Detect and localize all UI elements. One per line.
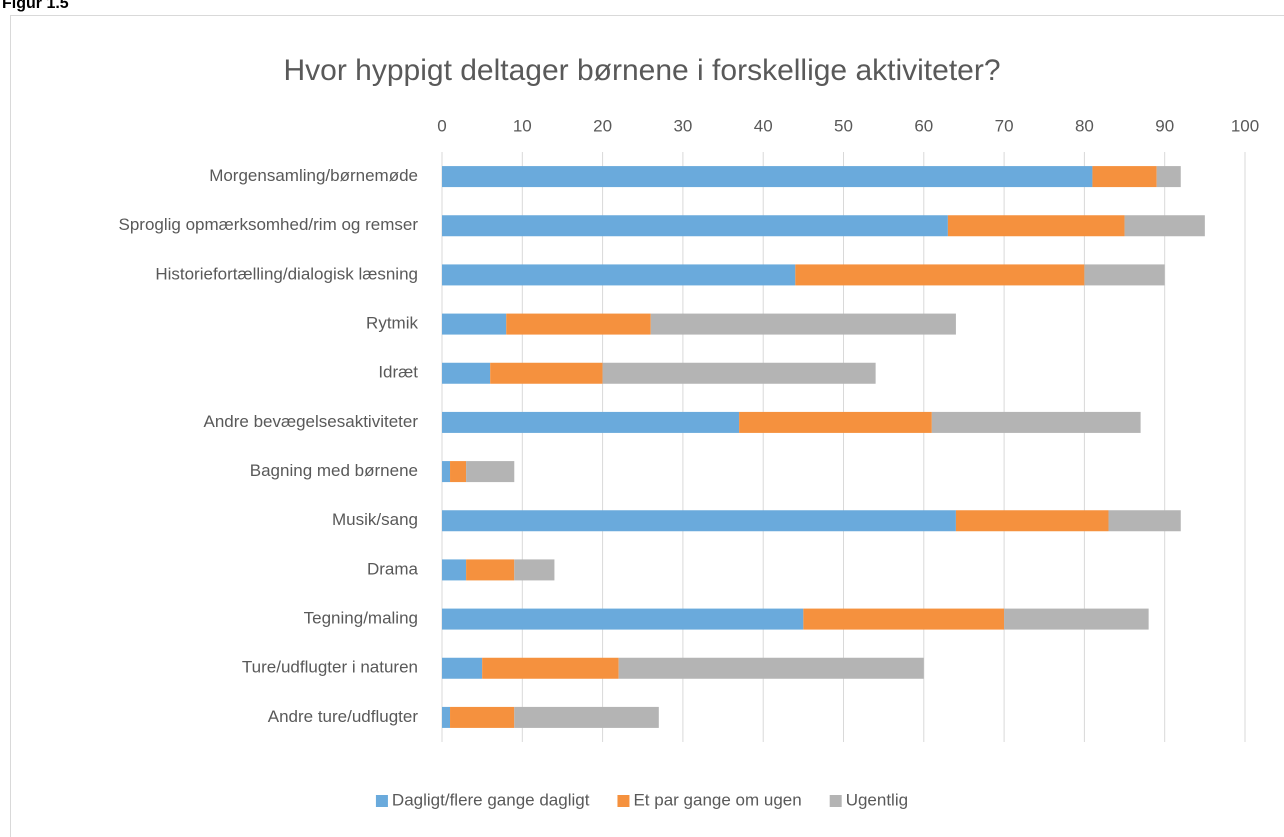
chart-border xyxy=(10,15,1284,837)
legend-label: Dagligt/flere gange dagligt xyxy=(392,790,590,809)
bar-segment xyxy=(618,657,924,679)
bar-segment xyxy=(442,215,948,237)
bar-segment xyxy=(466,461,515,483)
bar-segment xyxy=(1004,608,1149,630)
bar-segment xyxy=(442,313,507,335)
bar-segment xyxy=(1156,166,1181,188)
bar-segment xyxy=(442,362,491,384)
bar-segment xyxy=(739,411,932,433)
bar-segment xyxy=(490,362,603,384)
bar-segment xyxy=(442,411,740,433)
x-tick-label: 30 xyxy=(673,116,692,135)
bar-segment xyxy=(1084,264,1165,286)
bar-segment xyxy=(442,657,483,679)
y-tick-label: Bagning med børnene xyxy=(250,461,418,480)
bar-segment xyxy=(466,559,515,581)
y-tick-label: Andre ture/udflugter xyxy=(268,707,419,726)
bar-segment xyxy=(803,608,1005,630)
bar-segment xyxy=(442,510,956,532)
x-tick-label: 60 xyxy=(914,116,933,135)
x-tick-label: 70 xyxy=(995,116,1014,135)
x-tick-label: 0 xyxy=(437,116,446,135)
bar-segment xyxy=(506,313,651,335)
x-tick-label: 20 xyxy=(593,116,612,135)
bar-segment xyxy=(1124,215,1205,237)
bar-segment xyxy=(650,313,956,335)
bar-segment xyxy=(514,706,659,728)
bar-segment xyxy=(442,706,451,728)
bar-segment xyxy=(1108,510,1181,532)
legend-swatch xyxy=(375,795,388,807)
y-tick-label: Drama xyxy=(367,559,419,578)
y-tick-label: Rytmik xyxy=(366,314,418,333)
y-tick-label: Ture/udflugter i naturen xyxy=(242,658,418,677)
x-tick-label: 80 xyxy=(1075,116,1094,135)
y-tick-label: Musik/sang xyxy=(332,510,418,529)
chart-title: Hvor hyppigt deltager børnene i forskell… xyxy=(283,54,1000,87)
x-tick-label: 90 xyxy=(1155,116,1174,135)
bar-segment xyxy=(795,264,1085,286)
bar-segment xyxy=(450,461,467,483)
bar-segment xyxy=(1092,166,1157,188)
bar-segment xyxy=(602,362,876,384)
x-tick-label: 40 xyxy=(754,116,773,135)
legend-swatch xyxy=(617,795,630,807)
x-tick-label: 10 xyxy=(513,116,532,135)
bar-segment xyxy=(947,215,1125,237)
bar-segment xyxy=(442,608,804,630)
bar-segment xyxy=(450,706,515,728)
x-tick-label: 50 xyxy=(834,116,853,135)
x-tick-label: 100 xyxy=(1231,116,1259,135)
y-tick-label: Tegning/maling xyxy=(304,609,418,628)
bar-segment xyxy=(442,461,451,483)
bar-segment xyxy=(442,166,1093,188)
y-tick-label: Idræt xyxy=(378,363,418,382)
y-tick-label: Morgensamling/børnemøde xyxy=(209,166,418,185)
legend-label: Ugentlig xyxy=(846,790,908,809)
y-tick-label: Historiefortælling/dialogisk læsning xyxy=(155,264,418,283)
y-tick-label: Andre bevægelsesaktiviteter xyxy=(203,412,418,431)
bar-segment xyxy=(931,411,1141,433)
y-tick-label: Sproglig opmærksomhed/rim og remser xyxy=(119,215,419,234)
bar-segment xyxy=(442,264,796,286)
legend-label: Et par gange om ugen xyxy=(633,790,801,809)
bar-segment xyxy=(482,657,619,679)
bar-segment xyxy=(514,559,555,581)
legend-swatch xyxy=(829,795,842,807)
bar-segment xyxy=(955,510,1109,532)
bar-segment xyxy=(442,559,467,581)
figure-label: Figur 1.5 xyxy=(2,0,69,12)
